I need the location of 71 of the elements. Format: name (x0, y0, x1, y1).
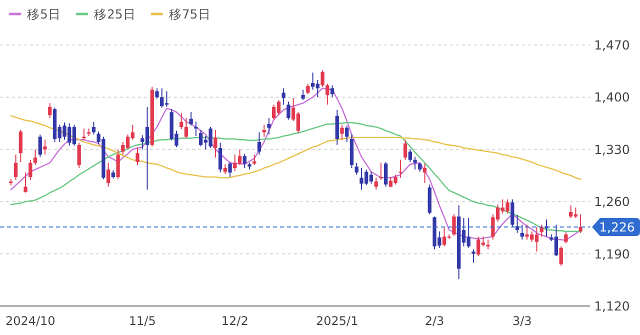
candlestick (106, 162, 110, 188)
candlestick (180, 112, 184, 130)
candlestick (28, 159, 32, 180)
candlestick (43, 139, 47, 156)
candlestick (286, 101, 290, 120)
candlestick (486, 239, 490, 250)
candlestick (398, 159, 402, 178)
candlestick (384, 162, 388, 188)
candlestick (413, 156, 417, 170)
candlestick (335, 109, 339, 146)
y-tick-label: 1,330 (594, 142, 630, 157)
candlestick (452, 214, 456, 236)
candlestick (515, 214, 520, 234)
candlestick (136, 147, 140, 166)
legend-label: 移75日 (168, 6, 211, 22)
candlestick (267, 118, 271, 135)
candlestick (155, 88, 159, 100)
candlestick (345, 125, 349, 142)
candlestick (82, 128, 86, 140)
candlestick (306, 83, 310, 95)
legend-label: 移25日 (94, 6, 136, 22)
candlestick (544, 218, 548, 238)
x-tick-label: 2/3 (424, 314, 444, 328)
candlestick (354, 162, 358, 176)
legend-label: 移5日 (27, 6, 61, 22)
candlestick (379, 162, 383, 180)
candlestick (472, 248, 476, 264)
candlestick (38, 134, 42, 158)
candlestick (257, 132, 262, 156)
candlestick (340, 124, 344, 140)
y-tick-label: 1,400 (594, 90, 630, 105)
candlestick (189, 112, 193, 126)
y-tick-label: 1,470 (594, 38, 630, 52)
candlestick (184, 118, 188, 139)
candlestick (14, 154, 18, 180)
candlestick (403, 139, 408, 160)
ref-line-label: 1,226 (599, 219, 635, 234)
x-tick-label: 2024/10 (5, 314, 56, 328)
candlestick (92, 121, 96, 135)
candlestick (48, 102, 52, 119)
candlestick (223, 164, 227, 175)
candlestick (33, 148, 38, 166)
candlestick (320, 70, 324, 88)
candlestick (282, 88, 286, 106)
candlestick (116, 148, 120, 180)
line-series (10, 115, 582, 180)
x-tick-label: 12/2 (221, 314, 248, 328)
candlestick (559, 246, 563, 266)
x-tick-label: 11/5 (128, 314, 156, 328)
candlestick (77, 142, 81, 169)
candlestick (194, 121, 198, 136)
candlestick (374, 177, 378, 190)
candlestick (18, 130, 22, 163)
candlestick (242, 153, 246, 169)
candlestick (510, 198, 514, 228)
x-tick-label: 3/3 (512, 314, 532, 328)
y-tick-label: 1,120 (594, 298, 630, 314)
candlestick (408, 148, 412, 163)
candlestick (578, 214, 582, 234)
candlestick (228, 162, 232, 178)
candlestick (214, 130, 218, 158)
x-tick-label: 2025/1 (316, 314, 358, 328)
candlestick (326, 83, 330, 106)
candlestick (24, 172, 28, 194)
candlestick (422, 163, 427, 184)
candlestick (520, 224, 524, 240)
candlestick (301, 89, 305, 101)
y-tick-label: 1,260 (594, 194, 630, 210)
y-tick-label: 1,190 (594, 246, 630, 262)
candlestick (218, 142, 222, 174)
candlestick (564, 232, 568, 244)
